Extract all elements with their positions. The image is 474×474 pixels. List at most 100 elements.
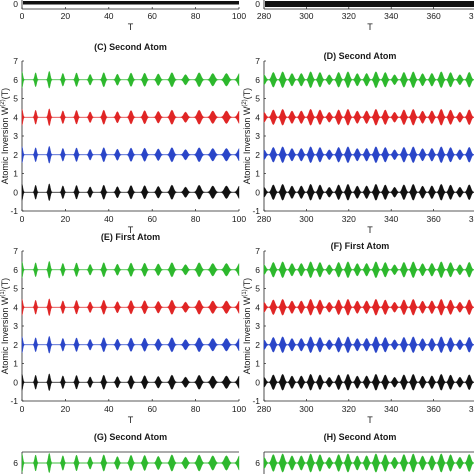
y-tick-label: 3 bbox=[13, 321, 18, 331]
y-tick-label: 5 bbox=[255, 94, 260, 104]
y-tick-label: 6 bbox=[13, 265, 18, 275]
y-axis-label: Atomic Inversion W(2)(T) bbox=[0, 88, 10, 184]
y-axis-label: Atomic Inversion W(1)(T) bbox=[242, 278, 252, 374]
y-tick-label: 7 bbox=[255, 56, 260, 66]
x-tick-label: 380 bbox=[469, 404, 474, 414]
series-envelope bbox=[21, 145, 240, 164]
x-tick-label: 320 bbox=[342, 214, 356, 224]
x-tick-label: 100 bbox=[232, 214, 246, 224]
y-axis-label: Atomic Inversion W(1)(T) bbox=[0, 278, 10, 374]
panel-h: (H) Second Atom 6 bbox=[255, 432, 474, 474]
y-tick-label: 1 bbox=[255, 169, 260, 179]
panel-a: 00 20 40 60 80 100 T bbox=[13, 0, 246, 32]
x-axis-label: T bbox=[367, 415, 373, 425]
series-envelope bbox=[265, 1, 474, 7]
y-tick-label: 1 bbox=[13, 169, 18, 179]
x-tick-label: 20 bbox=[61, 11, 71, 21]
panel-title: (E) First Atom bbox=[101, 232, 160, 242]
panel-title: (G) Second Atom bbox=[94, 432, 167, 442]
y-tick-label: 1 bbox=[255, 359, 260, 369]
x-axis-label: T bbox=[128, 415, 134, 425]
y-tick-label: 4 bbox=[13, 302, 18, 312]
x-tick-label: 80 bbox=[191, 404, 201, 414]
y-tick-label: -1 bbox=[10, 206, 18, 216]
y-tick-label: 3 bbox=[255, 321, 260, 331]
x-tick-label: 280 bbox=[257, 404, 271, 414]
series-envelope bbox=[21, 335, 240, 354]
series-envelope bbox=[21, 108, 240, 127]
x-tick-label: 380 bbox=[469, 214, 474, 224]
x-tick-label: 360 bbox=[427, 11, 441, 21]
y-tick-label: 0 bbox=[255, 187, 260, 197]
x-tick-label: 300 bbox=[299, 11, 313, 21]
series-envelope bbox=[23, 1, 239, 5]
x-tick-label: 320 bbox=[342, 404, 356, 414]
series-envelope bbox=[21, 373, 240, 392]
panel-b: 0 280 300 320 340 360 380 T bbox=[255, 0, 474, 32]
y-tick-label: 2 bbox=[13, 150, 18, 160]
x-tick-label: 340 bbox=[384, 404, 398, 414]
y-tick-label: 7 bbox=[13, 56, 18, 66]
y-tick-label: 2 bbox=[255, 340, 260, 350]
y-tick-label: -1 bbox=[10, 396, 18, 406]
y-axis-label: Atomic Inversion W(2)(T) bbox=[242, 88, 252, 184]
y-tick-label: 7 bbox=[13, 246, 18, 256]
panel-title: (F) First Atom bbox=[331, 241, 390, 251]
y-tick-label: 5 bbox=[13, 94, 18, 104]
series-envelope bbox=[21, 298, 240, 317]
y-tick-label: 0 bbox=[13, 187, 18, 197]
series-envelope bbox=[263, 108, 474, 126]
x-tick-label: 100 bbox=[232, 404, 246, 414]
x-tick-label: 340 bbox=[384, 214, 398, 224]
y-tick-label: 3 bbox=[13, 131, 18, 141]
y-tick-label: 5 bbox=[255, 284, 260, 294]
x-tick-label: 0 bbox=[20, 214, 25, 224]
panel-title: (D) Second Atom bbox=[324, 51, 397, 61]
y-tick-label: 6 bbox=[13, 458, 18, 468]
x-tick-label: 300 bbox=[299, 404, 313, 414]
x-tick-label: 100 bbox=[232, 11, 246, 21]
x-tick-label: 20 bbox=[61, 214, 71, 224]
y-tick-label: 6 bbox=[255, 265, 260, 275]
x-tick-label: 40 bbox=[104, 214, 114, 224]
x-tick-label: 80 bbox=[191, 11, 201, 21]
panel-title: (H) Second Atom bbox=[324, 432, 397, 442]
x-tick-label: 340 bbox=[384, 11, 398, 21]
x-tick-label: 0 bbox=[20, 404, 25, 414]
series-envelope bbox=[263, 373, 474, 391]
x-axis-label: T bbox=[367, 225, 373, 235]
y-tick-label: 3 bbox=[255, 131, 260, 141]
series-envelope bbox=[263, 336, 474, 354]
x-tick-label: 80 bbox=[191, 214, 201, 224]
x-tick-label: 320 bbox=[342, 11, 356, 21]
x-tick-label: 20 bbox=[61, 404, 71, 414]
y-tick-label: 2 bbox=[13, 340, 18, 350]
x-tick-label: 0 bbox=[20, 11, 25, 21]
series-envelope bbox=[21, 452, 240, 474]
y-tick-label: 4 bbox=[13, 112, 18, 122]
y-tick-label: 6 bbox=[13, 75, 18, 85]
series-envelope bbox=[263, 298, 474, 316]
x-axis-label: T bbox=[367, 22, 373, 32]
y-tick-label: 6 bbox=[255, 458, 260, 468]
series-envelope bbox=[263, 183, 474, 201]
series-envelope bbox=[263, 146, 474, 164]
x-tick-label: 360 bbox=[427, 404, 441, 414]
y-tick-label: 5 bbox=[13, 284, 18, 294]
x-axis-label: T bbox=[128, 225, 134, 235]
x-tick-label: 360 bbox=[427, 214, 441, 224]
series-envelope bbox=[21, 260, 240, 279]
y-tick-label: 7 bbox=[255, 246, 260, 256]
y-tick-label: 4 bbox=[255, 302, 260, 312]
series-envelope bbox=[21, 183, 240, 202]
y-tick-label: 6 bbox=[255, 75, 260, 85]
panel-title: (C) Second Atom bbox=[94, 42, 167, 52]
series-envelope bbox=[263, 261, 474, 279]
x-tick-label: 60 bbox=[147, 11, 157, 21]
series-envelope bbox=[263, 453, 474, 473]
y-tick-label: 1 bbox=[13, 359, 18, 369]
x-tick-label: 60 bbox=[147, 214, 157, 224]
series-envelope bbox=[263, 71, 474, 89]
x-tick-label: 300 bbox=[299, 214, 313, 224]
